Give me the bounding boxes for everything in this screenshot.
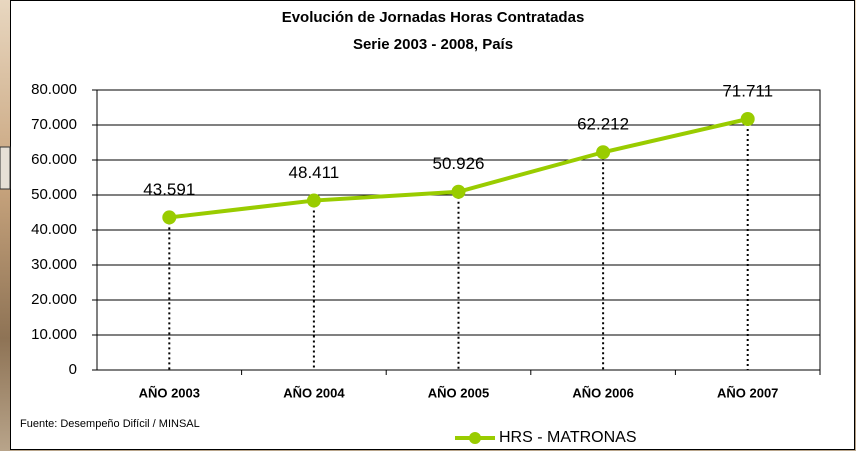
y-tick-label: 30.000 <box>31 256 77 273</box>
marker <box>596 145 610 159</box>
y-tick-label: 80.000 <box>31 81 77 98</box>
legend-marker <box>469 432 481 444</box>
marker <box>162 210 176 224</box>
y-tick-label: 50.000 <box>31 186 77 203</box>
x-tick-label: AÑO 2005 <box>428 385 489 400</box>
source-note: Fuente: Desempeño Difícil / MINSAL <box>20 418 200 430</box>
page: {"chart_data": {"type": "line", "title":… <box>0 0 856 451</box>
chart-frame <box>11 1 855 450</box>
side-box <box>0 147 10 189</box>
marker <box>452 185 466 199</box>
chart-title: Evolución de Jornadas Horas Contratadas <box>282 9 585 26</box>
legend-label: HRS - MATRONAS <box>499 429 636 446</box>
value-label: 43.591 <box>143 180 195 199</box>
y-tick-label: 0 <box>69 361 77 378</box>
value-label: 71.711 <box>722 81 773 100</box>
x-tick-label: AÑO 2004 <box>283 385 345 400</box>
chart-subtitle: Serie 2003 - 2008, País <box>353 36 513 53</box>
x-tick-label: AÑO 2007 <box>717 385 778 400</box>
value-label: 48.411 <box>289 163 340 182</box>
y-tick-label: 10.000 <box>31 326 77 343</box>
y-tick-label: 70.000 <box>31 116 77 133</box>
y-tick-label: 20.000 <box>31 291 77 308</box>
marker <box>307 194 321 208</box>
chart: Evolución de Jornadas Horas Contratadas … <box>0 0 856 451</box>
x-tick-label: AÑO 2003 <box>139 385 200 400</box>
x-tick-label: AÑO 2006 <box>572 385 633 400</box>
value-label: 62.212 <box>577 115 629 134</box>
y-tick-label: 60.000 <box>31 151 77 168</box>
y-tick-label: 40.000 <box>31 221 77 238</box>
value-label: 50.926 <box>433 154 485 173</box>
marker <box>741 112 755 126</box>
